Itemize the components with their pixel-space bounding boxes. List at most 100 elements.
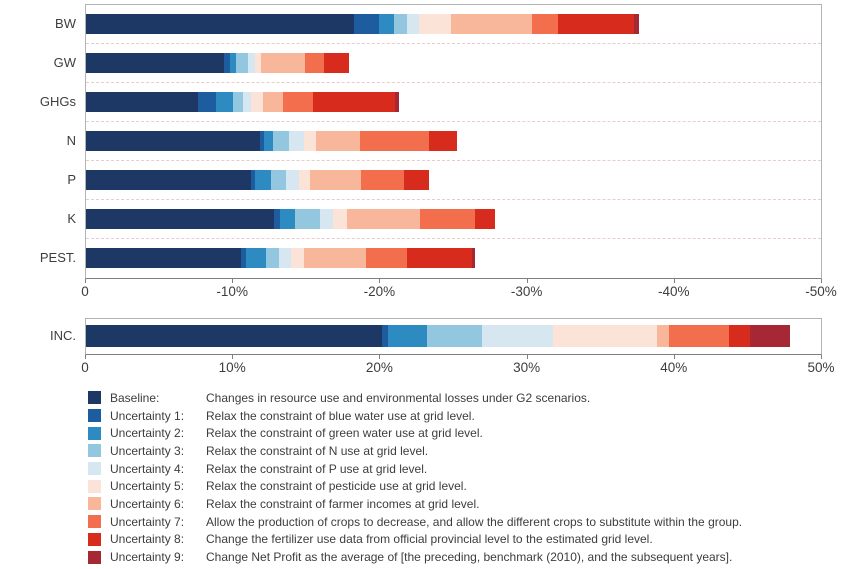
bar-segment-uncertainty-8 (474, 209, 496, 229)
x-axis-tick-label: 20% (365, 360, 393, 375)
legend-swatch (88, 479, 101, 493)
legend-swatch (88, 409, 101, 423)
bar-segment-uncertainty-4 (289, 131, 304, 151)
bar-segment-uncertainty-1 (224, 53, 231, 73)
bar-row (86, 200, 821, 239)
bar-segment-uncertainty-3 (272, 131, 290, 151)
category-label: GW (53, 54, 76, 70)
bar-segment-uncertainty-6 (309, 170, 362, 190)
stacked-bar-inc (86, 325, 790, 347)
bar-segment-uncertainty-5 (303, 131, 316, 151)
bar-segment-uncertainty-9 (471, 248, 475, 268)
bar-segment-uncertainty-4 (278, 248, 291, 268)
bar-segment-uncertainty-2 (246, 248, 266, 268)
bar-segment-baseline (86, 248, 241, 268)
bar-row (86, 83, 821, 122)
legend-row: Uncertainty 6: Relax the constraint of fa… (88, 495, 864, 513)
bar-segment-uncertainty-3 (393, 14, 407, 34)
legend-series-description: Change Net Profit as the average of [the… (206, 550, 733, 565)
bar-segment-uncertainty-2 (378, 14, 394, 34)
bar-segment-uncertainty-8 (324, 53, 350, 73)
x-axis-tick (673, 355, 675, 359)
bar-segment-uncertainty-7 (283, 92, 313, 112)
bar-segment-uncertainty-4 (286, 170, 300, 190)
legend-series-name: Uncertainty 1: (110, 408, 185, 423)
bar-segment-uncertainty-6 (346, 209, 421, 229)
bar-segment-uncertainty-2 (230, 53, 237, 73)
legend-row: Uncertainty 3: Relax the constraint of N … (88, 442, 864, 460)
bar-segment-uncertainty-2 (215, 92, 234, 112)
legend-series-name: Uncertainty 8: (110, 532, 185, 547)
legend-series-description: Allow the production of crops to decreas… (206, 514, 743, 529)
bar-segment-uncertainty-7 (420, 209, 475, 229)
bar-segment-uncertainty-8 (729, 325, 750, 347)
bar-segment-uncertainty-5 (333, 209, 347, 229)
legend-series-description: Relax the constraint of farmer incomes a… (206, 496, 480, 511)
bar-segment-uncertainty-6 (303, 248, 366, 268)
x-axis-tick (673, 279, 675, 283)
bar-segment-baseline (86, 92, 198, 112)
legend-series-name: Uncertainty 4: (110, 461, 185, 476)
bar-segment-uncertainty-6 (451, 14, 532, 34)
legend-series-description: Relax the constraint of N use at grid le… (206, 443, 429, 458)
category-label: P (67, 171, 76, 187)
legend-series-name: Uncertainty 3: (110, 443, 185, 458)
bar-segment-uncertainty-3 (233, 92, 244, 112)
legend-series-description: Relax the constraint of pesticide use at… (206, 479, 467, 494)
bar-segment-uncertainty-5 (552, 325, 658, 347)
legend-row: Uncertainty 9: Change Net Profit as the a… (88, 548, 864, 566)
bar-segment-uncertainty-1 (381, 325, 388, 347)
bar-segment-uncertainty-9 (633, 14, 640, 34)
legend-row: Baseline: Changes in resource use and env… (88, 389, 864, 407)
legend-swatch (88, 444, 101, 458)
x-axis-tick (232, 355, 234, 359)
x-axis-tick (821, 279, 822, 283)
bar-segment-uncertainty-2 (255, 170, 272, 190)
bar-segment-baseline (86, 170, 251, 190)
legend-row: Uncertainty 7: Allow the production of cr… (88, 513, 864, 531)
legend-row: Uncertainty 4: Relax the constraint of P … (88, 460, 864, 478)
legend: Baseline: Changes in resource use and env… (88, 389, 864, 566)
bar-segment-uncertainty-8 (406, 248, 472, 268)
legend-series-description: Change the fertilizer use data from offi… (206, 532, 653, 547)
legend-row: Uncertainty 5: Relax the constraint of pe… (88, 477, 864, 495)
legend-swatch (88, 426, 101, 440)
bar-segment-uncertainty-7 (365, 248, 407, 268)
bar-row (86, 122, 821, 161)
x-axis-tick (821, 355, 822, 359)
legend-series-name: Baseline: (110, 390, 160, 405)
bar-segment-uncertainty-6 (261, 53, 306, 73)
stacked-bar-p (86, 170, 429, 190)
bar-segment-uncertainty-2 (280, 209, 295, 229)
x-axis-tick-label: -50% (805, 284, 837, 299)
bar-segment-uncertainty-7 (359, 131, 429, 151)
stacked-bar-ghgs (86, 92, 400, 112)
category-label: INC. (50, 327, 76, 343)
bar-segment-uncertainty-3 (271, 170, 287, 190)
legend-series-description: Relax the constraint of green water use … (206, 426, 483, 441)
legend-series-name: Uncertainty 2: (110, 426, 185, 441)
bar-segment-uncertainty-4 (320, 209, 334, 229)
bar-segment-uncertainty-9 (395, 92, 400, 112)
bar-row (86, 5, 821, 44)
bar-segment-uncertainty-1 (353, 14, 379, 34)
bar-segment-uncertainty-1 (274, 209, 281, 229)
bar-segment-baseline (86, 53, 225, 73)
bar-segment-uncertainty-5 (250, 92, 263, 112)
bar-segment-uncertainty-4 (243, 92, 251, 112)
income-panel-plot (85, 318, 822, 355)
bar-segment-uncertainty-8 (558, 14, 634, 34)
bar-segment-baseline (86, 325, 382, 347)
stacked-bar-bw (86, 14, 640, 34)
legend-swatch (88, 497, 101, 511)
legend-row: Uncertainty 8: Change the fertilizer use … (88, 531, 864, 549)
x-axis-tick-label: 0 (81, 360, 89, 375)
bar-segment-uncertainty-7 (668, 325, 730, 347)
bar-segment-uncertainty-1 (259, 131, 265, 151)
x-axis-tick (85, 355, 86, 359)
bar-row (86, 239, 821, 278)
bar-segment-uncertainty-8 (312, 92, 396, 112)
bar-row (86, 161, 821, 200)
bar-segment-uncertainty-4 (481, 325, 553, 347)
